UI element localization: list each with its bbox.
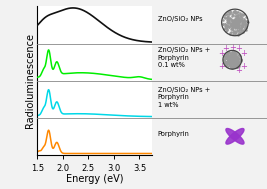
Text: Porphyrin: Porphyrin bbox=[158, 131, 189, 137]
X-axis label: Energy (eV): Energy (eV) bbox=[66, 174, 124, 184]
Polygon shape bbox=[226, 129, 244, 144]
Text: +: + bbox=[240, 49, 247, 58]
Y-axis label: Radioluminescence: Radioluminescence bbox=[25, 33, 35, 128]
Text: ZnO/SiO₂ NPs +
Porphyrin
0.1 wt%: ZnO/SiO₂ NPs + Porphyrin 0.1 wt% bbox=[158, 47, 210, 68]
Text: +: + bbox=[235, 44, 242, 53]
Text: +: + bbox=[222, 44, 229, 53]
Text: ZnO/SiO₂ NPs +
Porphyrin
1 wt%: ZnO/SiO₂ NPs + Porphyrin 1 wt% bbox=[158, 87, 210, 108]
Polygon shape bbox=[226, 129, 244, 144]
Text: +: + bbox=[229, 43, 236, 52]
Text: ZnO/SiO₂ NPs: ZnO/SiO₂ NPs bbox=[158, 16, 202, 22]
Text: +: + bbox=[218, 62, 225, 71]
Text: +: + bbox=[235, 66, 242, 75]
Text: +: + bbox=[240, 62, 247, 71]
Text: +: + bbox=[218, 49, 225, 58]
